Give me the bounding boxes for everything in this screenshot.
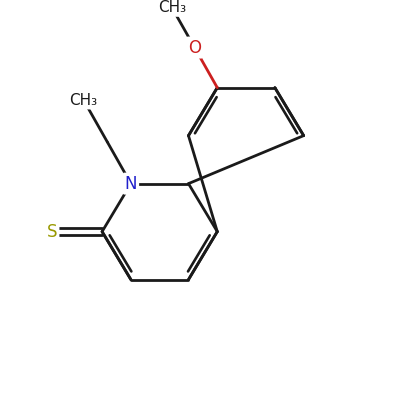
Text: CH₃: CH₃ (158, 0, 186, 15)
Text: CH₃: CH₃ (70, 92, 98, 108)
Text: O: O (188, 38, 201, 56)
Text: S: S (47, 223, 58, 241)
Text: N: N (125, 175, 137, 193)
